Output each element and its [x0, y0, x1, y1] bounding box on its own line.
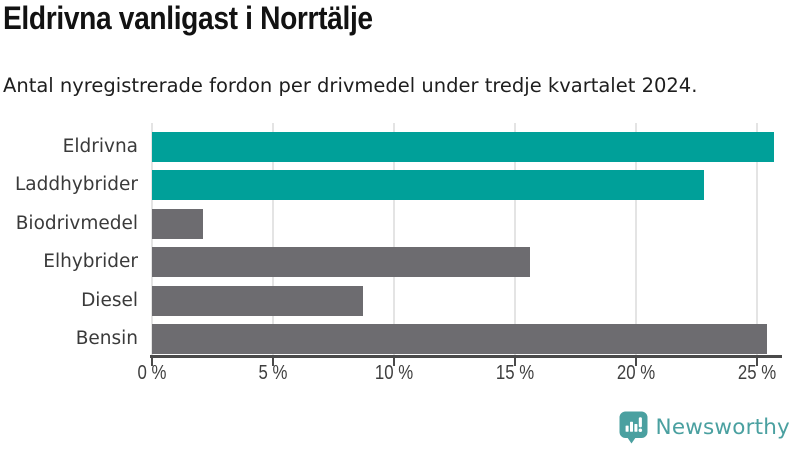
axis-tick-25 [756, 358, 758, 366]
category-label-laddhybrider: Laddhybrider [14, 174, 138, 195]
bar-laddhybrider [152, 170, 704, 200]
logo-bar-1 [625, 425, 629, 432]
gridline-15 [514, 123, 516, 356]
gridline-5 [272, 123, 274, 356]
axis-tick-label-15: 15 % [495, 362, 535, 384]
axis-tick-label-0: 0 % [137, 362, 167, 384]
logo-bar-2 [629, 421, 633, 432]
newsworthy-logo-icon [619, 411, 648, 444]
bar-diesel [152, 285, 363, 316]
chart-subtitle: Antal nyregistrerade fordon per drivmede… [3, 74, 698, 97]
bar-biodrivmedel [152, 208, 203, 239]
axis-tick-label-10: 10 % [374, 362, 414, 384]
axis-tick-label-5: 5 % [258, 362, 288, 384]
gridline-25 [756, 123, 758, 356]
bar-elhybrider [152, 247, 530, 277]
logo-exclamation-dot [638, 428, 642, 433]
axis-tick-10 [393, 358, 395, 366]
axis-tick-label-20: 20 % [616, 362, 656, 384]
gridline-20 [635, 123, 637, 356]
brand-footer: Newsworthy [619, 411, 790, 444]
category-label-diesel: Diesel [81, 289, 138, 311]
category-label-eldrivna: Eldrivna [62, 135, 138, 157]
chart-title: Eldrivna vanligast i Norrtälje [3, 0, 373, 36]
brand-name: Newsworthy [655, 415, 790, 440]
category-label-biodrivmedel: Biodrivmedel [15, 212, 138, 234]
category-labels: Eldrivna Laddhybrider Biodrivmedel Elhybrid… [0, 123, 145, 356]
category-label-elhybrider: Elhybrider [43, 251, 138, 272]
bar-bensin [152, 324, 767, 354]
axis-tick-20 [635, 358, 637, 366]
axis-tick-5 [272, 358, 274, 366]
axis-tick-label-25: 25 % [737, 362, 777, 384]
category-label-bensin: Bensin [75, 328, 138, 349]
gridline-10 [393, 123, 395, 356]
speech-bubble-shape [619, 411, 648, 444]
x-axis-line [150, 355, 782, 358]
axis-tick-15 [514, 358, 516, 366]
gridline-0 [151, 123, 153, 356]
logo-exclamation-stroke [638, 417, 642, 428]
bar-eldrivna [152, 131, 774, 162]
logo-bar-3 [633, 424, 637, 432]
plot-area [151, 123, 781, 356]
axis-tick-0 [151, 358, 153, 366]
